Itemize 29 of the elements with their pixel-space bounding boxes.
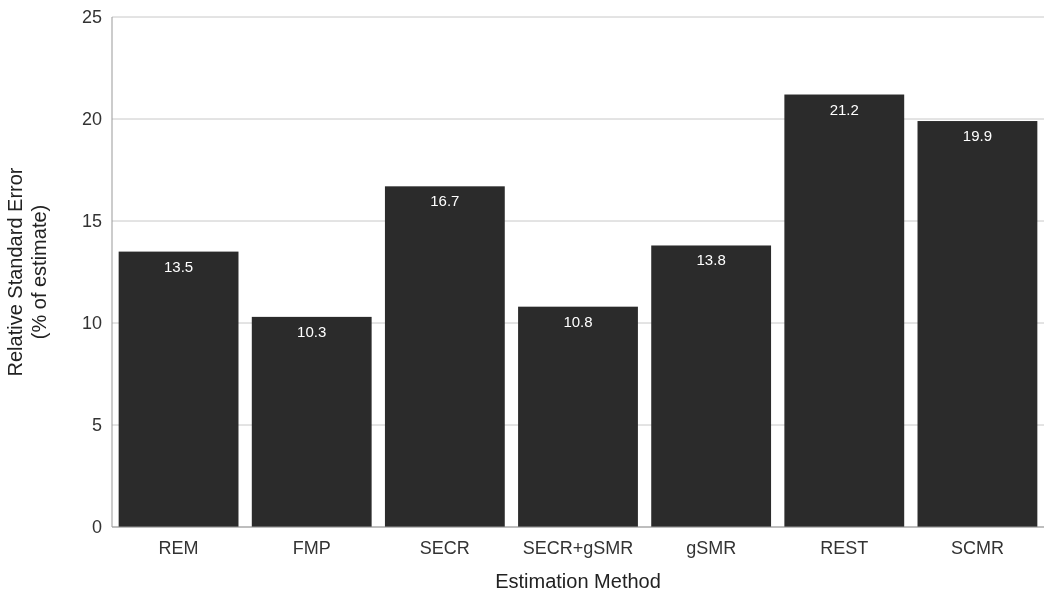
bar	[384, 186, 505, 527]
y-tick-label: 20	[81, 109, 102, 130]
y-tick-label: 25	[81, 7, 102, 28]
data-label: 10.3	[297, 322, 327, 340]
bar	[118, 251, 239, 527]
data-label: 10.8	[563, 312, 593, 330]
data-label: 13.8	[696, 251, 726, 269]
data-label: 16.7	[430, 192, 460, 210]
x-axis-title: Estimation Method	[495, 570, 661, 592]
x-tick-label: SECR+gSMR	[522, 538, 634, 558]
x-tick-label: REST	[820, 538, 869, 558]
x-tick-label: SCMR	[950, 538, 1004, 558]
y-tick-label: 5	[91, 415, 102, 436]
data-label: 21.2	[829, 100, 859, 118]
bar	[251, 316, 372, 527]
y-tick-label: 0	[91, 517, 102, 538]
x-tick-label: REM	[158, 538, 199, 558]
data-label: 13.5	[163, 257, 194, 275]
x-tick-label: gSMR	[686, 538, 737, 558]
bar	[518, 306, 638, 527]
y-tick-label: 15	[81, 211, 102, 232]
x-tick-label: FMP	[292, 538, 331, 558]
bar	[651, 245, 772, 527]
y-tick-label: 10	[81, 313, 102, 334]
bar	[784, 94, 905, 527]
bar	[917, 121, 1038, 527]
y-axis-title: Relative Standard Error (% of estimate)	[4, 167, 50, 377]
data-label: 19.9	[962, 127, 993, 145]
x-tick-label: SECR	[419, 538, 470, 558]
